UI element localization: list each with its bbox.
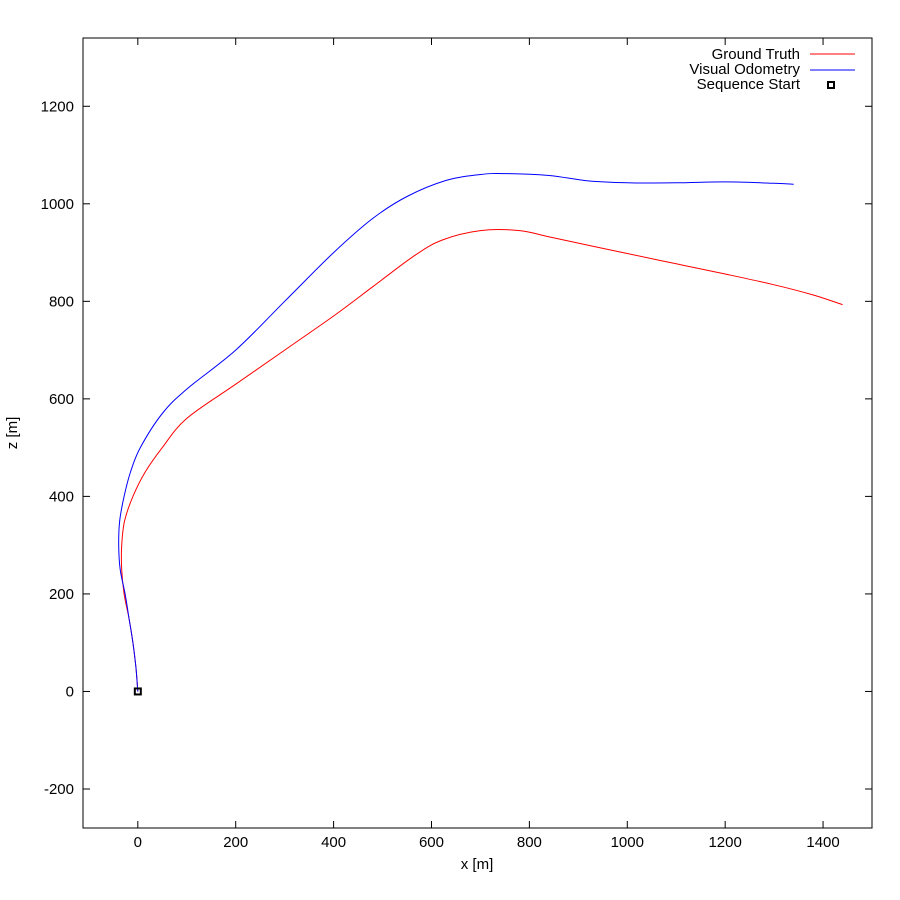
x-tick-label: 800 [517, 834, 542, 851]
y-tick-label: 400 [49, 488, 74, 505]
y-tick-label: 1200 [41, 98, 74, 115]
y-tick-label: 800 [49, 293, 74, 310]
sequence-start-marker [133, 687, 142, 696]
x-tick-label: 0 [134, 834, 142, 851]
markers [133, 687, 142, 696]
x-tick-label: 1400 [806, 834, 839, 851]
x-tick-label: 600 [419, 834, 444, 851]
y-tick-label: -200 [44, 781, 74, 798]
x-tick-label: 200 [223, 834, 248, 851]
x-tick-labels: 0 200 400 600 800 1000 1200 1400 [134, 834, 840, 851]
legend-label-visual-odometry: Visual Odometry [689, 61, 800, 78]
legend: Ground Truth Visual Odometry Sequence St… [689, 46, 855, 93]
y-tick-label: 0 [66, 683, 74, 700]
x-tick-label: 1200 [708, 834, 741, 851]
x-tick-label: 1000 [611, 834, 644, 851]
legend-label-sequence-start: Sequence Start [697, 76, 801, 93]
y-axis-label: z [m] [4, 417, 21, 450]
y-tick-label: 600 [49, 391, 74, 408]
y-tick-label: 1000 [41, 196, 74, 213]
legend-label-ground-truth: Ground Truth [712, 46, 800, 63]
y-tick-label: 200 [49, 586, 74, 603]
plot-frame [82, 37, 873, 829]
y-tick-labels: -200 0 200 400 600 800 1000 1200 [41, 98, 74, 798]
x-tick-label: 400 [321, 834, 346, 851]
series-lines [118, 173, 843, 692]
legend-swatch-sequence-start [827, 81, 835, 89]
x-axis-label: x [m] [461, 856, 494, 873]
series-line-visual-odometry [118, 173, 794, 692]
axis-ticks [83, 38, 872, 828]
series-line-ground-truth [120, 229, 843, 692]
